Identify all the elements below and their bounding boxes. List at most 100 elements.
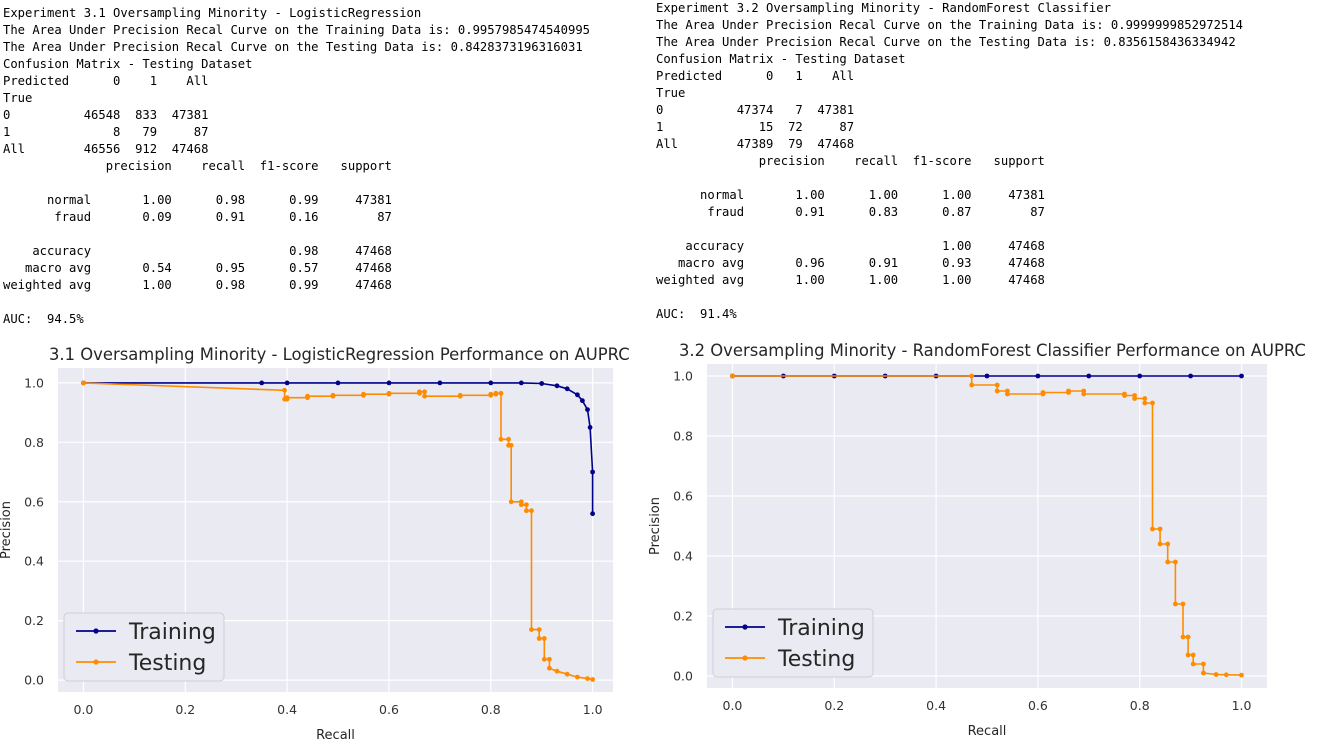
data-point [335, 380, 341, 386]
data-point [969, 382, 975, 388]
x-tick-label: 1.0 [1232, 698, 1252, 713]
notebook-output-left: Experiment 3.1 Oversampling Minority - L… [0, 0, 650, 740]
data-point [1137, 373, 1143, 379]
output-line: 1 8 79 87 [3, 125, 209, 139]
series-markers-testing [730, 373, 1244, 678]
output-line: precision recall f1-score support [656, 154, 1045, 168]
output-line: True [3, 91, 33, 105]
y-tick-label: 0.4 [673, 549, 693, 564]
auprc-chart-left: 0.0 0.2 0.4 0.6 0.8 1.0 0.0 0.2 0.4 0.6 0.8 1.0 Reca… [0, 368, 613, 740]
data-point [422, 389, 427, 395]
console-output-right: Experiment 3.2 Oversampling Minority - R… [656, 0, 1243, 323]
x-tick-label: 0.0 [74, 702, 94, 717]
data-point [590, 511, 595, 517]
y-tick-label: 0.8 [673, 429, 693, 444]
data-point [1185, 652, 1191, 658]
data-point [1190, 661, 1196, 667]
output-line: True [656, 86, 686, 100]
data-point [529, 508, 534, 514]
data-point [984, 373, 990, 379]
data-point [386, 380, 392, 386]
output-line: Confusion Matrix - Testing Dataset [656, 52, 906, 66]
data-point [1201, 661, 1206, 667]
output-line: weighted avg 1.00 0.98 0.99 47468 [3, 278, 392, 292]
output-line: normal 1.00 0.98 0.99 47381 [3, 193, 392, 207]
legend-marker-testing [742, 655, 748, 661]
data-point [1213, 672, 1219, 677]
chart-title-left: 3.1 Oversampling Minority - LogisticRegr… [49, 345, 630, 364]
legend-marker-training [742, 624, 748, 630]
data-point [498, 436, 504, 442]
data-point [1150, 400, 1155, 406]
y-axis-label: Precision [648, 497, 663, 555]
legend-marker-testing [93, 659, 99, 665]
output-line: 0 46548 833 47381 [3, 108, 209, 122]
data-point [1157, 541, 1163, 547]
data-point [508, 499, 514, 505]
data-point [81, 380, 86, 386]
data-point [1081, 391, 1087, 397]
data-point [1165, 559, 1171, 565]
legend-label-testing: Testing [777, 647, 855, 672]
y-tick-label: 0.0 [673, 669, 693, 684]
notebook-output-right: Experiment 3.2 Oversampling Minority - R… [648, 0, 1318, 740]
x-tick-label: 0.8 [481, 702, 501, 717]
y-tick-label: 0.8 [24, 435, 44, 450]
data-point [547, 665, 552, 671]
data-point [506, 436, 511, 442]
data-point [1239, 373, 1244, 379]
data-point [529, 627, 534, 632]
data-point [590, 469, 595, 475]
output-line: Confusion Matrix - Testing Dataset [3, 57, 253, 71]
data-point [969, 373, 975, 379]
output-line: Predicted 0 1 All [3, 74, 209, 88]
data-point [259, 380, 265, 386]
output-line: All 47389 79 47468 [656, 137, 855, 151]
output-line: The Area Under Precision Recal Curve on … [656, 18, 1243, 32]
output-line: accuracy 1.00 47468 [656, 239, 1045, 253]
data-point [361, 391, 366, 397]
output-line: accuracy 0.98 47468 [3, 244, 392, 258]
x-axis-label: Recall [968, 724, 1007, 739]
data-point [417, 389, 422, 395]
x-tick-label: 0.6 [379, 702, 399, 717]
data-point [1180, 601, 1186, 607]
data-point [590, 677, 595, 682]
data-point [994, 382, 1000, 388]
data-point [518, 502, 524, 508]
data-point [1173, 559, 1178, 565]
data-point [1035, 373, 1041, 379]
output-line: 1 15 72 87 [656, 120, 855, 134]
data-point [585, 407, 590, 412]
legend-marker-training [93, 628, 99, 634]
legend-label-testing: Testing [128, 651, 206, 676]
data-point [1188, 373, 1193, 379]
y-tick-label: 0.6 [673, 489, 693, 504]
data-point [1150, 526, 1155, 532]
data-point [524, 502, 529, 508]
series-markers-testing [81, 380, 595, 682]
data-point [1005, 391, 1010, 397]
data-point [386, 390, 392, 396]
data-point [547, 656, 552, 662]
auprc-chart-right: 0.0 0.2 0.4 0.6 0.8 1.0 0.0 0.2 0.4 0.6 0.8 1.0 Reca… [648, 364, 1267, 739]
output-line: Predicted 0 1 All [656, 69, 855, 83]
output-line: weighted avg 1.00 1.00 1.00 47468 [656, 273, 1045, 287]
data-point [1142, 400, 1148, 406]
y-tick-label: 0.6 [24, 494, 44, 509]
data-point [1157, 526, 1163, 532]
x-tick-label: 0.4 [277, 702, 297, 717]
output-line: 0 47374 7 47381 [656, 103, 855, 117]
data-point [1132, 396, 1137, 401]
y-tick-label: 0.2 [673, 609, 693, 624]
legend-box [63, 612, 225, 682]
data-point [536, 636, 542, 641]
data-point [585, 676, 590, 681]
data-point [457, 392, 463, 398]
data-point [282, 387, 287, 393]
output-line: The Area Under Precision Recal Curve on … [3, 40, 583, 54]
data-point [1180, 634, 1186, 640]
data-point [575, 392, 580, 398]
console-output-left: Experiment 3.1 Oversampling Minority - L… [3, 5, 590, 328]
output-line: precision recall f1-score support [3, 159, 392, 173]
